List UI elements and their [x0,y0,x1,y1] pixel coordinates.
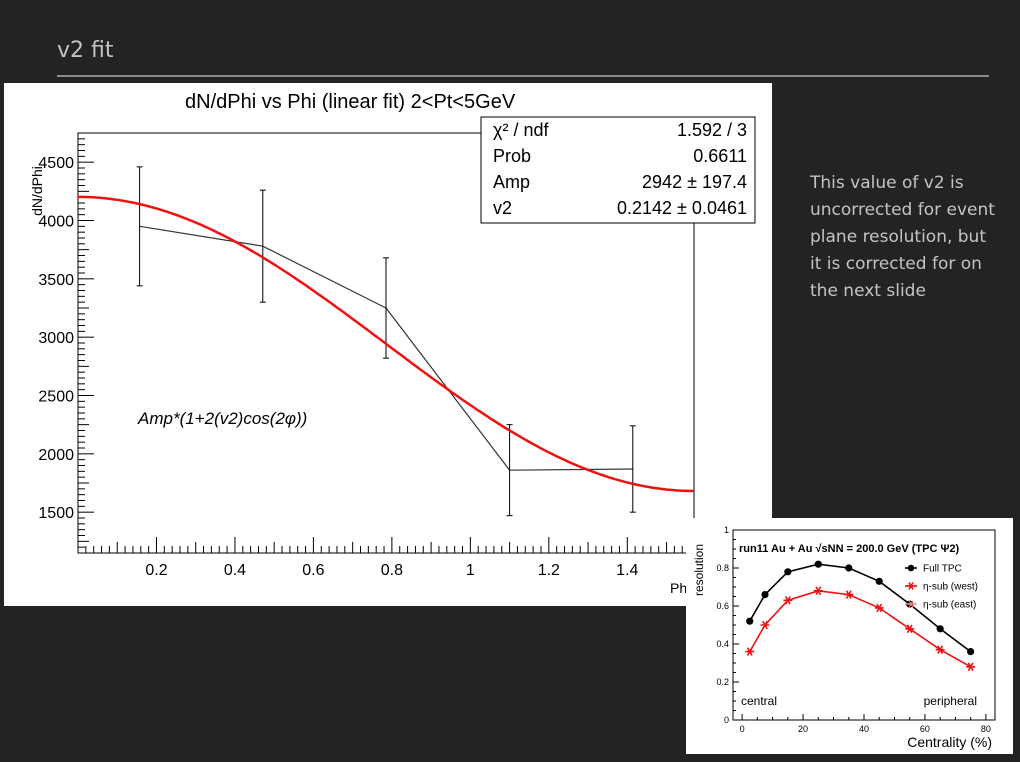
legend-label: η-sub (west) [923,582,978,593]
x-tick-label: 1 [466,562,475,579]
res-y-tick-label: 0.4 [716,639,729,649]
res-x-tick-label: 20 [798,724,808,734]
res-marker-circle [761,591,769,599]
x-tick-label: 1.4 [616,562,638,579]
legend-label: Full TPC [923,564,962,575]
res-x-tick-labels: 0 20 40 60 80 [740,724,991,734]
stats-label: Amp [493,172,530,192]
resolution-chart: 0 20 40 60 80 0 0.2 0.4 0.6 0.8 1 run11 Au + Au √… [686,518,1013,754]
res-y-tick-label: 0.6 [716,601,729,611]
res-marker-star [905,624,915,634]
stats-label: χ² / ndf [493,120,549,140]
annotation-central: central [741,694,777,708]
res-y-tick-labels: 0 0.2 0.4 0.6 0.8 1 [716,525,729,725]
y-axis-label: dN/dPhi [29,166,45,216]
res-legend: Full TPC η-sub (west) η-sub (east) [905,564,978,611]
res-marker-circle [746,617,754,625]
res-y-axis-label: resolution [692,544,706,596]
res-marker-star [935,645,945,654]
fit-stats-box: χ² / ndf 1.592 / 3 Prob 0.6611 Amp 2942 ± 197… [480,116,756,224]
fit-curve [78,195,695,493]
y-tick-label: 4000 [38,214,74,231]
slide-note: This value of v2 is uncorrected for even… [810,173,995,301]
x-tick-label: 1.2 [538,562,560,579]
y-tick-labels: 1500 2000 2500 3000 3500 4000 4500 [38,155,74,522]
res-marker-circle [814,560,822,568]
res-marker-star [783,596,793,605]
res-x-tick-label: 0 [740,724,745,734]
stats-label: Prob [493,146,531,166]
stats-value: 0.2142 ± 0.0461 [617,198,747,218]
dndphi-fit-chart: 0.2 0.4 0.6 0.8 1 1.2 1.4 1500 2000 2500 3000 3500… [4,83,772,606]
res-marker-star [874,603,884,613]
res-marker-circle [845,564,853,572]
res-marker-star [844,590,854,599]
legend-marker [907,600,915,608]
dndphi-fit-svg: 0.2 0.4 0.6 0.8 1 1.2 1.4 1500 2000 2500 3000 3500… [29,91,756,596]
x-axis-label: Phi [670,580,690,596]
legend-marker [907,564,915,572]
res-marker-circle [784,568,792,576]
res-marker-circle [936,625,944,633]
res-y-tick-label: 1 [724,525,729,535]
y-tick-label: 4500 [38,155,74,172]
x-tick-label: 0.2 [145,562,167,579]
chart-title: dN/dPhi vs Phi (linear fit) 2<Pt<5GeV [185,91,516,113]
x-tick-label: 0.8 [381,562,403,579]
res-x-tick-label: 40 [859,724,869,734]
y-tick-label: 1500 [38,505,74,522]
y-tick-label: 3000 [38,330,74,347]
res-x-axis-label: Centrality (%) [907,734,992,750]
stats-label: v2 [493,198,512,218]
data-series [136,166,636,517]
res-chart-title: run11 Au + Au √sNN = 200.0 GeV (TPC Ψ2) [739,543,959,555]
res-marker-circle [967,648,975,656]
res-marker-star [760,620,770,630]
title-divider [57,75,989,77]
y-tick-label: 3500 [38,272,74,289]
legend-label: η-sub (east) [923,600,976,611]
resolution-svg: 0 20 40 60 80 0 0.2 0.4 0.6 0.8 1 run11 Au + Au √… [692,525,996,750]
res-marker-circle [875,577,883,585]
stats-value: 0.6611 [693,146,747,166]
res-y-tick-label: 0 [724,715,729,725]
res-marker-star [745,647,755,656]
res-plot-frame [732,529,996,721]
annotation-peripheral: peripheral [924,694,977,708]
res-x-tick-label: 60 [920,724,930,734]
legend-marker [907,582,915,590]
fit-formula: Amp*(1+2(v2)cos(2φ)) [137,409,307,428]
slide-title: v2 fit [57,38,114,63]
res-x-tick-label: 80 [981,724,991,734]
axis-ticks [78,132,691,553]
res-data-series [745,560,976,672]
y-tick-label: 2000 [38,447,74,464]
y-tick-label: 2500 [38,389,74,406]
res-axis-ticks [733,529,987,721]
x-tick-label: 0.6 [302,562,324,579]
res-marker-star [966,662,976,672]
x-tick-labels: 0.2 0.4 0.6 0.8 1 1.2 1.4 [145,562,638,579]
res-y-tick-label: 0.8 [716,563,729,573]
stats-value: 1.592 / 3 [677,120,747,140]
res-marker-star [813,586,823,596]
stats-value: 2942 ± 197.4 [642,172,747,192]
x-tick-label: 0.4 [224,562,246,579]
res-y-tick-label: 0.2 [716,677,729,687]
